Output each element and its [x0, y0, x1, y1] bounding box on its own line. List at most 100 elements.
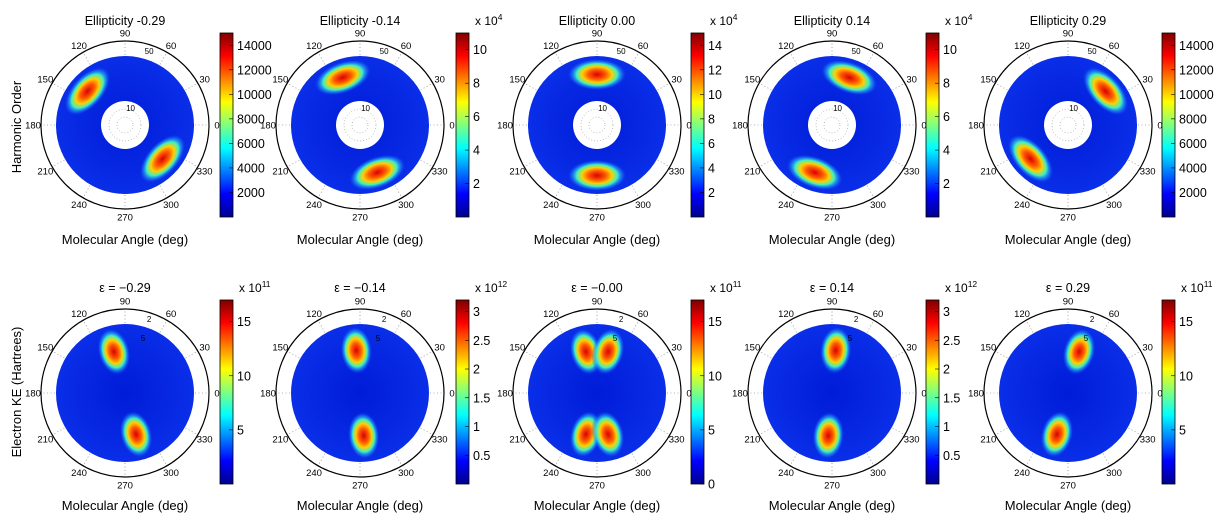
radial-tick-label: 5 — [376, 334, 381, 343]
colorbar-exponent-power: 4 — [968, 12, 973, 22]
angle-label: 60 — [1109, 41, 1120, 52]
polar-outer-ring — [40, 308, 210, 478]
angle-label: 90 — [1063, 29, 1074, 40]
polar-inner-grid — [1059, 116, 1077, 134]
colorbar-tick-label: 4000 — [237, 161, 265, 175]
colorbar-tick-label: 2 — [473, 177, 480, 191]
angle-label: 90 — [1063, 297, 1074, 308]
angle-label: 90 — [120, 29, 131, 40]
radial-tick-label: 2 — [147, 315, 152, 324]
colorbar-tick-label: 0.5 — [943, 449, 960, 463]
angle-label: 240 — [1014, 468, 1030, 479]
colorbar-exponent-base: x 10 — [1181, 281, 1204, 295]
radial-tick-label: 50 — [145, 47, 154, 56]
colorbar-gradient — [219, 32, 234, 218]
angle-label: 30 — [906, 343, 917, 354]
polar-data-disk — [528, 324, 666, 462]
colorbar-tick-label: 2 — [943, 177, 950, 191]
intensity-hotspot — [1082, 66, 1129, 116]
polar-inner-hole — [573, 101, 621, 149]
colorbar-gradient — [690, 32, 705, 218]
colorbar-tick-label: 1.5 — [473, 391, 490, 405]
polar-outer-ring — [983, 308, 1153, 478]
colorbar-exponent: x 1011 — [710, 279, 742, 295]
colorbar-exponent-power: 12 — [498, 279, 508, 289]
angle-label: 120 — [543, 309, 559, 320]
angle-label: 240 — [543, 468, 559, 479]
angle-label: 30 — [906, 75, 917, 86]
angle-label: 270 — [824, 481, 840, 492]
colorbar-exponent-base: x 10 — [945, 281, 968, 295]
angle-label: 0 — [921, 121, 926, 132]
colorbar-tick-label: 6 — [943, 110, 950, 124]
chart-title: ε = −0.14 — [334, 281, 385, 295]
intensity-hotspot — [591, 328, 625, 376]
colorbar-exponent: x 1011 — [239, 279, 271, 295]
angle-label: 180 — [497, 389, 513, 400]
colorbar-gradient — [219, 299, 234, 485]
angle-label: 90 — [592, 297, 603, 308]
chart-title: Ellipticity 0.14 — [794, 14, 870, 28]
intensity-hotspot — [64, 66, 111, 116]
angle-label: 210 — [272, 435, 288, 446]
panels: Ellipticity -0.2990603003303002702402101… — [25, 12, 1214, 513]
chart-title: Ellipticity -0.14 — [320, 14, 401, 28]
angle-label: 30 — [434, 75, 445, 86]
angle-label: 150 — [509, 343, 525, 354]
intensity-hotspot — [819, 326, 852, 375]
colorbar-tick-label: 2 — [708, 186, 715, 200]
angle-label: 120 — [778, 41, 794, 52]
intensity-hotspot — [314, 59, 372, 96]
x-axis-label: Molecular Angle (deg) — [534, 498, 660, 513]
colorbar-tick-label: 3 — [473, 305, 480, 319]
angle-label: 150 — [980, 75, 996, 86]
angle-label: 90 — [827, 297, 838, 308]
polar-inner-hole — [808, 101, 856, 149]
radial-tick-label: 50 — [380, 47, 389, 56]
angle-label: 270 — [117, 213, 133, 224]
angle-label: 330 — [669, 435, 685, 446]
angle-label: 330 — [904, 167, 920, 178]
colorbar-tick-label: 10 — [473, 43, 487, 57]
colorbar-gradient — [925, 32, 940, 218]
polar-inner-grid — [116, 116, 134, 134]
colorbar-tick-label: 10 — [237, 369, 251, 383]
colorbar-tick-label: 5 — [708, 423, 715, 437]
angle-label: 180 — [25, 121, 41, 132]
intensity-hotspot — [97, 328, 131, 376]
colorbar-gradient — [925, 299, 940, 485]
chart-panel: Ellipticity -0.2990603003303002702402101… — [25, 14, 272, 247]
radial-tick-label: 50 — [617, 47, 626, 56]
colorbar-exponent: x 1012 — [945, 279, 977, 295]
radial-tick-label: 2 — [1090, 315, 1095, 324]
colorbar-tick-label: 10 — [708, 369, 722, 383]
polar-outer-ring — [747, 308, 917, 478]
polar-inner-hole — [1044, 101, 1092, 149]
colorbar-exponent-base: x 10 — [239, 281, 262, 295]
angle-label: 30 — [199, 343, 210, 354]
polar-outer-ring — [275, 40, 445, 210]
angle-label: 240 — [1014, 200, 1030, 211]
radial-tick-label: 10 — [1069, 104, 1078, 113]
angle-label: 330 — [197, 435, 213, 446]
chart-panel: Ellipticity 0.14906030033030027024021018… — [732, 12, 973, 247]
colorbar-exponent-power: 4 — [733, 12, 738, 22]
angle-label: 180 — [732, 121, 748, 132]
angle-label: 270 — [589, 213, 605, 224]
chart-title: Ellipticity -0.29 — [85, 14, 166, 28]
angle-label: 240 — [71, 468, 87, 479]
angle-label: 210 — [980, 167, 996, 178]
angle-label: 120 — [71, 41, 87, 52]
angle-label: 90 — [355, 29, 366, 40]
angle-label: 150 — [744, 75, 760, 86]
angle-label: 240 — [71, 200, 87, 211]
angle-label: 240 — [306, 468, 322, 479]
colorbar-exponent: x 1012 — [475, 279, 507, 295]
colorbar-tick-label: 6 — [708, 137, 715, 151]
intensity-hotspot — [340, 326, 373, 375]
angle-label: 330 — [432, 435, 448, 446]
colorbar-tick-label: 4000 — [1179, 161, 1207, 175]
chart-panel: Ellipticity 0.00906030033030027024021018… — [497, 12, 738, 247]
colorbar: 0 5 10 15 x 1011 — [690, 279, 742, 492]
